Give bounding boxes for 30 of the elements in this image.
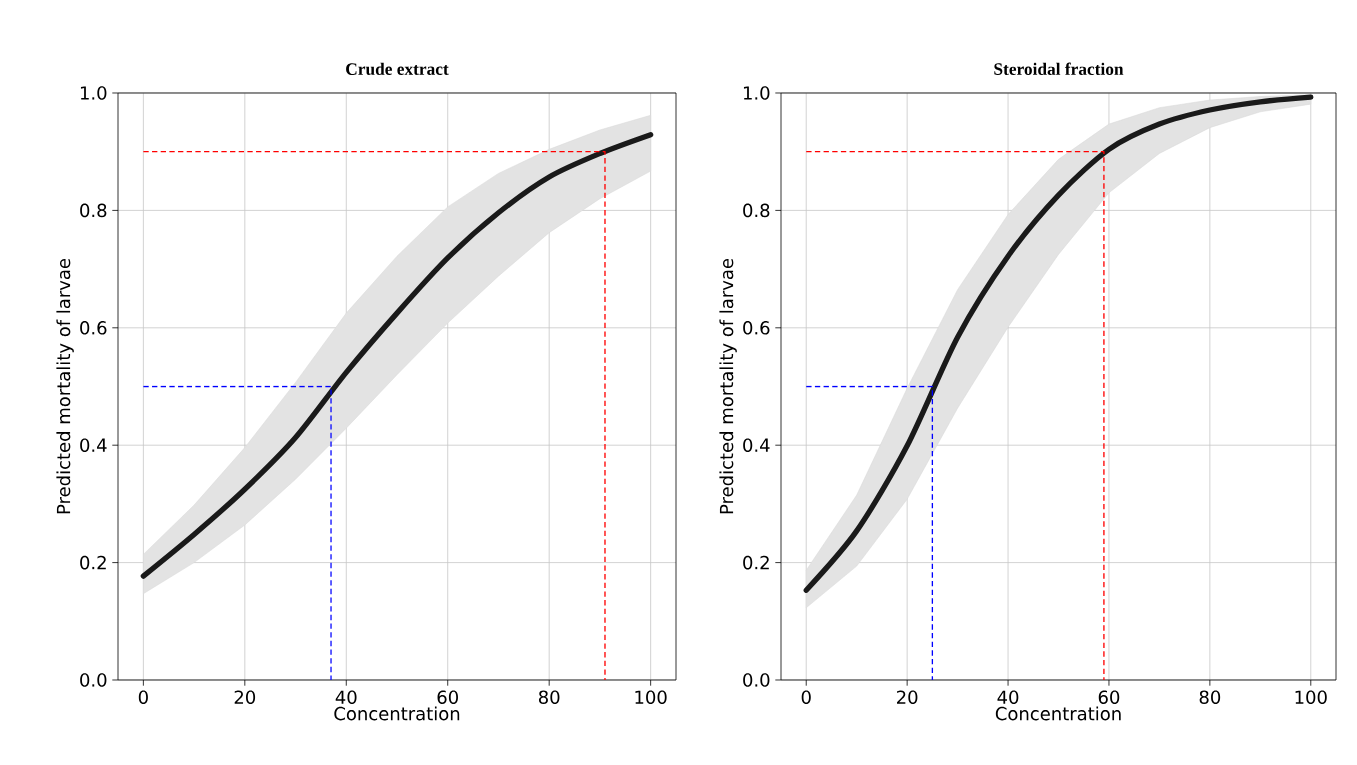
x-tick-label: 80	[1199, 690, 1221, 705]
x-tick-label: 100	[1295, 690, 1327, 705]
y-tick-label: 0.6	[80, 320, 107, 335]
y-axis-title: Predicted mortality of larvae	[719, 258, 737, 514]
y-tick-label: 1.0	[80, 86, 107, 100]
x-tick-label: 0	[801, 690, 811, 705]
x-tick-label: 60	[1098, 690, 1120, 705]
x-axis-title: Concentration	[995, 706, 1121, 721]
x-tick-label: 20	[234, 690, 256, 705]
x-axis-title: Concentration	[334, 706, 460, 721]
y-tick-label: 0.8	[743, 203, 770, 218]
y-tick-label: 0.6	[743, 320, 770, 335]
x-tick-label: 20	[897, 690, 918, 705]
x-tick-label: 60	[437, 690, 458, 705]
y-tick-label: 0.0	[743, 673, 770, 687]
y-axis-title: Predicted mortality of larvae	[56, 258, 74, 514]
chart-title: Steroidal fraction	[994, 62, 1124, 75]
y-tick-label: 1.0	[743, 86, 770, 100]
y-tick-label: 0.4	[80, 438, 107, 452]
y-tick-label: 0.4	[743, 438, 770, 452]
y-tick-label: 0.2	[80, 555, 106, 570]
y-tick-label: 0.8	[80, 203, 107, 218]
x-tick-label: 40	[997, 690, 1019, 705]
y-tick-label: 0.2	[743, 555, 769, 570]
x-tick-label: 100	[635, 690, 667, 705]
x-tick-label: 80	[538, 690, 560, 705]
y-tick-label: 0.0	[80, 673, 107, 687]
x-tick-label: 0	[138, 690, 148, 705]
chart-title: Crude extract	[346, 62, 449, 75]
x-tick-label: 40	[335, 690, 357, 705]
